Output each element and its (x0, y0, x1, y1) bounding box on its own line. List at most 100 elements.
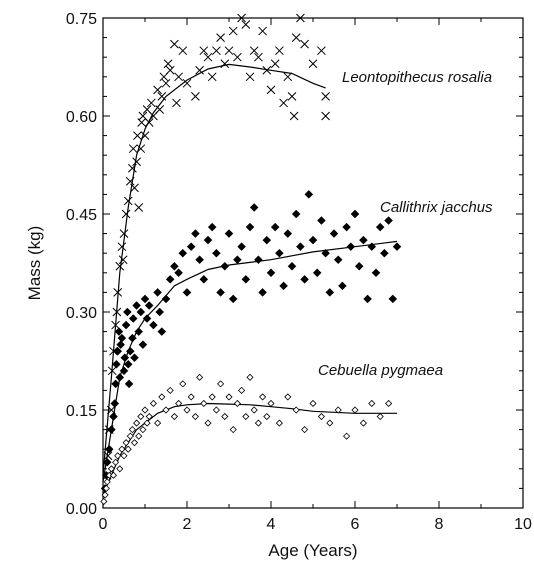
point-x-marker (132, 157, 141, 167)
point-filled-diamond (216, 288, 225, 297)
point-filled-diamond (350, 209, 360, 219)
point-filled-diamond (241, 274, 251, 284)
point-x-marker (224, 46, 234, 56)
point-filled-diamond (321, 248, 330, 258)
point-x-marker (170, 39, 179, 49)
point-open-diamond (284, 393, 292, 401)
point-filled-diamond (249, 203, 259, 212)
point-filled-diamond (149, 320, 158, 330)
point-open-diamond (196, 373, 204, 381)
point-open-diamond (149, 399, 157, 408)
point-filled-diamond (144, 301, 154, 310)
x-tick-label: 6 (351, 516, 360, 533)
point-open-diamond (100, 497, 108, 506)
x-tick-label: 10 (514, 516, 532, 533)
point-filled-diamond (228, 294, 238, 304)
point-x-marker (165, 65, 175, 75)
point-filled-diamond (116, 340, 125, 350)
point-x-marker (133, 131, 142, 140)
y-tick-label: 0.15 (66, 403, 97, 420)
point-x-marker (220, 59, 230, 69)
point-filled-diamond (283, 229, 293, 238)
point-open-diamond (120, 452, 128, 460)
point-open-diamond (359, 419, 367, 427)
point-filled-diamond (161, 294, 171, 304)
point-x-marker (317, 46, 326, 56)
point-x-marker (289, 111, 299, 121)
point-open-diamond (128, 426, 136, 434)
point-open-diamond (183, 406, 191, 414)
point-x-marker (233, 52, 242, 62)
x-tick-labels: 0 2 4 6 8 10 (99, 516, 532, 533)
point-x-marker (191, 92, 200, 101)
point-open-diamond (221, 412, 229, 421)
point-x-marker (172, 98, 181, 108)
point-x-marker (249, 46, 259, 56)
point-x-marker (153, 85, 162, 95)
point-filled-diamond (121, 320, 131, 330)
point-open-diamond (263, 412, 271, 421)
series-label-callithrix: Callithrix jacchus (380, 199, 493, 216)
point-open-diamond (301, 426, 309, 434)
point-x-marker (275, 46, 284, 56)
x-tick-label: 2 (183, 516, 192, 533)
point-open-diamond (317, 412, 325, 421)
point-filled-diamond (128, 314, 138, 323)
point-filled-diamond (220, 261, 230, 271)
point-open-diamond (343, 432, 351, 440)
y-tick-label: 0.60 (66, 109, 97, 126)
point-x-marker (144, 118, 154, 127)
point-open-diamond (166, 386, 174, 394)
point-filled-diamond (182, 288, 192, 297)
point-filled-diamond (266, 268, 276, 278)
point-filled-diamond (155, 307, 165, 317)
point-open-diamond (200, 399, 208, 408)
point-filled-diamond (262, 235, 272, 245)
point-filled-diamond (125, 346, 135, 356)
point-x-marker (121, 209, 131, 219)
point-filled-diamond (111, 379, 120, 389)
point-x-marker (155, 105, 165, 114)
axis-ticks (102, 17, 524, 509)
y-tick-labels: 0.00 0.15 0.30 0.45 0.60 0.75 (66, 11, 97, 518)
point-filled-diamond (392, 242, 402, 252)
point-x-marker (237, 13, 246, 23)
point-filled-diamond (296, 242, 305, 252)
point-x-marker (254, 52, 263, 62)
point-open-diamond (212, 406, 220, 414)
point-filled-diamond (203, 235, 213, 245)
point-open-diamond (139, 426, 147, 434)
point-x-marker (245, 72, 255, 82)
point-open-diamond (238, 386, 246, 394)
point-x-marker (118, 255, 128, 265)
point-x-marker (178, 46, 188, 56)
point-open-diamond (162, 406, 170, 414)
point-open-diamond (130, 439, 139, 447)
point-filled-diamond (123, 307, 132, 317)
point-open-diamond (254, 419, 262, 427)
point-filled-diamond (371, 268, 381, 278)
point-filled-diamond (254, 255, 263, 265)
point-filled-diamond (245, 222, 255, 232)
point-open-diamond (109, 471, 118, 479)
point-x-marker (123, 196, 133, 206)
point-filled-diamond (153, 288, 162, 297)
point-x-marker (321, 111, 330, 121)
point-x-marker (195, 65, 204, 75)
point-filled-diamond (384, 216, 393, 225)
point-open-diamond (267, 399, 275, 408)
point-open-diamond (145, 412, 153, 421)
point-open-diamond (135, 432, 143, 440)
point-open-diamond (114, 452, 122, 460)
point-open-diamond (309, 399, 317, 408)
point-open-diamond (101, 491, 109, 499)
point-open-diamond (133, 419, 141, 427)
y-tick-label: 0.75 (66, 11, 97, 28)
x-tick-label: 0 (99, 516, 108, 533)
point-filled-diamond (109, 412, 118, 421)
point-x-marker (216, 33, 225, 42)
point-open-diamond (250, 406, 258, 414)
point-filled-diamond (128, 333, 137, 343)
point-filled-diamond (178, 248, 188, 258)
point-filled-diamond (119, 366, 129, 376)
